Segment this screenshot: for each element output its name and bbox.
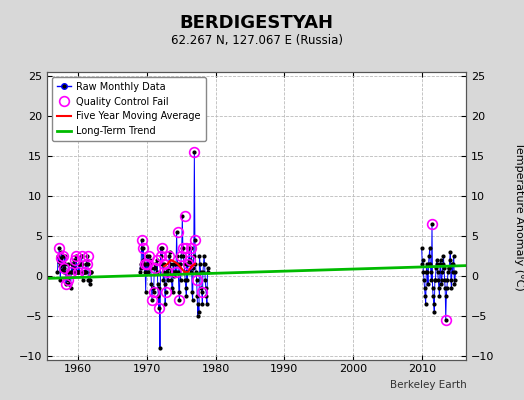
Legend: Raw Monthly Data, Quality Control Fail, Five Year Moving Average, Long-Term Tren: Raw Monthly Data, Quality Control Fail, … xyxy=(52,77,206,141)
Y-axis label: Temperature Anomaly (°C): Temperature Anomaly (°C) xyxy=(514,142,524,290)
Text: 62.267 N, 127.067 E (Russia): 62.267 N, 127.067 E (Russia) xyxy=(171,34,343,47)
Text: Berkeley Earth: Berkeley Earth xyxy=(390,380,466,390)
Text: BERDIGESTYAH: BERDIGESTYAH xyxy=(180,14,334,32)
